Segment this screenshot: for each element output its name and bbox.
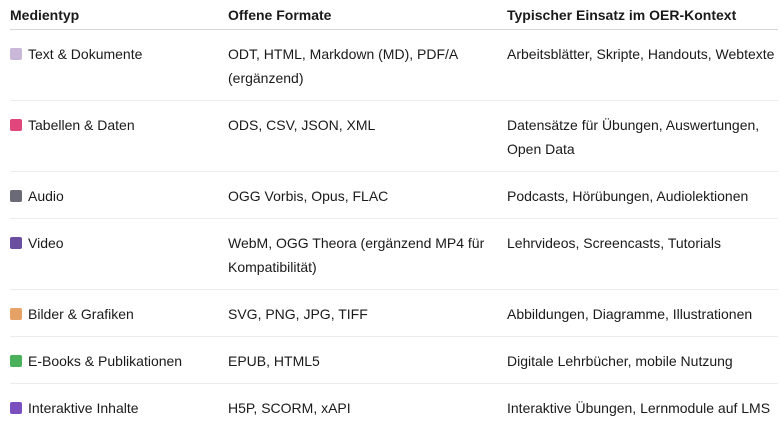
media-type: Text & Dokumente (28, 46, 142, 62)
clapper-board-icon (10, 237, 22, 249)
header-formate: Offene Formate (228, 0, 507, 30)
table-row: Audio OGG Vorbis, Opus, FLAC Podcasts, H… (10, 172, 778, 219)
media-type: Tabellen & Daten (28, 117, 135, 133)
cell-formats: SVG, PNG, JPG, TIFF (228, 290, 507, 337)
table-row: Bilder & Grafiken SVG, PNG, JPG, TIFF Ab… (10, 290, 778, 337)
memo-icon (10, 48, 22, 60)
cell-formats: H5P, SCORM, xAPI (228, 384, 507, 430)
table-row: Tabellen & Daten ODS, CSV, JSON, XML Dat… (10, 101, 778, 172)
microphone-icon (10, 190, 22, 202)
media-type: Interaktive Inhalte (28, 400, 139, 416)
table-row: Text & Dokumente ODT, HTML, Markdown (MD… (10, 30, 778, 101)
table-row: Interaktive Inhalte H5P, SCORM, xAPI Int… (10, 384, 778, 430)
media-type: Video (28, 235, 64, 251)
media-type: Bilder & Grafiken (28, 306, 134, 322)
media-type: Audio (28, 188, 64, 204)
game-controller-icon (10, 402, 22, 414)
header-einsatz: Typischer Einsatz im OER-Kontext (507, 0, 778, 30)
cell-use: Arbeitsblätter, Skripte, Handouts, Webte… (507, 30, 778, 101)
media-type: E-Books & Publikationen (28, 353, 182, 369)
cell-use: Digitale Lehrbücher, mobile Nutzung (507, 337, 778, 384)
cell-formats: OGG Vorbis, Opus, FLAC (228, 172, 507, 219)
cell-use: Interaktive Übungen, Lernmodule auf LMS (507, 384, 778, 430)
cell-use: Lehrvideos, Screencasts, Tutorials (507, 219, 778, 290)
framed-picture-icon (10, 308, 22, 320)
cell-formats: ODS, CSV, JSON, XML (228, 101, 507, 172)
table-row: E-Books & Publikationen EPUB, HTML5 Digi… (10, 337, 778, 384)
cell-type: Audio (10, 172, 228, 219)
header-medientyp: Medientyp (10, 0, 228, 30)
media-formats-table: Medientyp Offene Formate Typischer Einsa… (10, 0, 778, 430)
cell-type: Tabellen & Daten (10, 101, 228, 172)
cell-formats: WebM, OGG Theora (ergänzend MP4 für Komp… (228, 219, 507, 290)
cell-formats: EPUB, HTML5 (228, 337, 507, 384)
books-icon (10, 355, 22, 367)
cell-use: Podcasts, Hörübungen, Audiolektionen (507, 172, 778, 219)
cell-use: Abbildungen, Diagramme, Illustrationen (507, 290, 778, 337)
cell-type: Text & Dokumente (10, 30, 228, 101)
cell-type: Interaktive Inhalte (10, 384, 228, 430)
header-row: Medientyp Offene Formate Typischer Einsa… (10, 0, 778, 30)
cell-use: Datensätze für Übungen, Auswertungen, Op… (507, 101, 778, 172)
cell-type: Bilder & Grafiken (10, 290, 228, 337)
cell-type: Video (10, 219, 228, 290)
cell-formats: ODT, HTML, Markdown (MD), PDF/A (ergänze… (228, 30, 507, 101)
table-row: Video WebM, OGG Theora (ergänzend MP4 fü… (10, 219, 778, 290)
bar-chart-icon (10, 119, 22, 131)
cell-type: E-Books & Publikationen (10, 337, 228, 384)
